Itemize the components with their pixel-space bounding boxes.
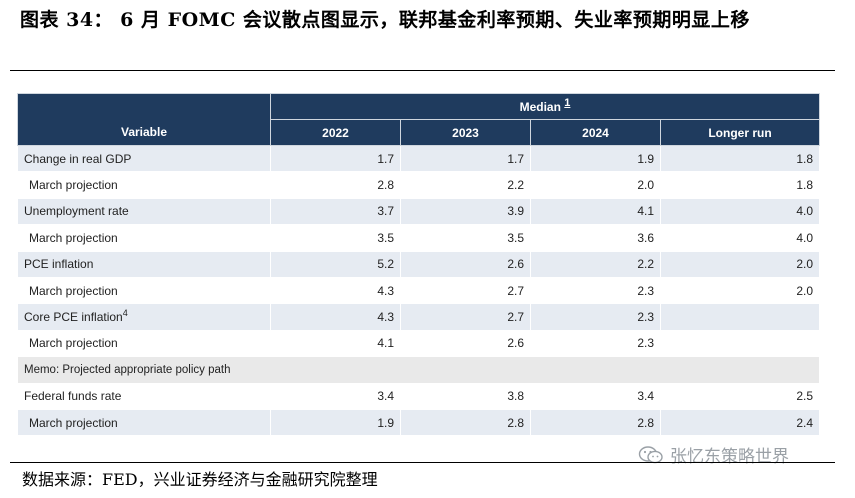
top-divider bbox=[10, 70, 835, 71]
cell-value: 2.0 bbox=[530, 171, 661, 199]
cell-value: 2.7 bbox=[400, 276, 531, 305]
cell-value: 2.0 bbox=[660, 250, 820, 278]
row-label-cell: Core PCE inflation4 bbox=[17, 303, 271, 331]
watermark: 张忆东策略世界 bbox=[638, 442, 789, 467]
table-row: Unemployment rate 3.7 3.9 4.1 4.0 bbox=[17, 197, 820, 226]
cell-value: 4.3 bbox=[270, 303, 401, 331]
bottom-divider bbox=[10, 462, 835, 463]
source-note: 数据来源：FED，兴业证券经济与金融研究院整理 bbox=[22, 470, 378, 489]
row-label: PCE inflation bbox=[17, 250, 271, 278]
cell-value: 2.3 bbox=[530, 303, 661, 331]
cell-value: 2.5 bbox=[660, 382, 820, 410]
cell-value: 2.8 bbox=[400, 408, 531, 437]
cell-value bbox=[660, 329, 820, 358]
cell-value: 2.3 bbox=[530, 276, 661, 305]
cell-value: 4.0 bbox=[660, 197, 820, 226]
table-row: March projection 3.5 3.5 3.6 4.0 bbox=[17, 224, 820, 252]
column-header-2024: 2024 bbox=[530, 119, 661, 146]
cell-value: 2.6 bbox=[400, 329, 531, 358]
median-footnote-link[interactable]: 1 bbox=[564, 96, 571, 109]
cell-value: 1.7 bbox=[270, 144, 401, 173]
cell-value: 1.9 bbox=[270, 408, 401, 437]
header-row-years: 2022 2023 2024 Longer run bbox=[18, 119, 820, 146]
cell-value: 2.7 bbox=[400, 303, 531, 331]
memo-label: Memo: Projected appropriate policy path bbox=[17, 356, 820, 384]
footnote-link[interactable]: 4 bbox=[122, 308, 128, 319]
cell-value: 3.5 bbox=[400, 224, 531, 252]
row-label: Unemployment rate bbox=[17, 197, 271, 226]
cell-value: 5.2 bbox=[270, 250, 401, 278]
table-row: Core PCE inflation4 4.3 2.7 2.3 bbox=[17, 303, 820, 331]
projections-table: Variable Median 1 2022 2023 2024 Longer … bbox=[17, 93, 820, 437]
cell-value: 2.3 bbox=[530, 329, 661, 358]
table-row: PCE inflation 5.2 2.6 2.2 2.0 bbox=[17, 250, 820, 278]
row-label: March projection bbox=[17, 171, 271, 199]
cell-value: 2.6 bbox=[400, 250, 531, 278]
cell-value: 3.9 bbox=[400, 197, 531, 226]
cell-value: 3.7 bbox=[270, 197, 401, 226]
table-row: Federal funds rate 3.4 3.8 3.4 2.5 bbox=[17, 382, 820, 410]
cell-value: 1.8 bbox=[660, 144, 820, 173]
cell-value: 3.4 bbox=[270, 382, 401, 410]
median-header: Median 1 bbox=[270, 93, 820, 120]
cell-value: 3.8 bbox=[400, 382, 531, 410]
table-row: March projection 1.9 2.8 2.8 2.4 bbox=[17, 408, 820, 437]
cell-value: 2.2 bbox=[530, 250, 661, 278]
variable-header-label: Variable bbox=[120, 125, 168, 139]
cell-value: 1.9 bbox=[530, 144, 661, 173]
cell-value: 4.1 bbox=[270, 329, 401, 358]
table-row: Change in real GDP 1.7 1.7 1.9 1.8 bbox=[17, 144, 820, 173]
row-label: Core PCE inflation bbox=[24, 310, 123, 325]
cell-value bbox=[660, 303, 820, 331]
row-label: March projection bbox=[17, 329, 271, 358]
row-label: March projection bbox=[17, 224, 271, 252]
memo-row: Memo: Projected appropriate policy path bbox=[17, 356, 820, 384]
column-header-2023: 2023 bbox=[400, 119, 531, 146]
cell-value: 2.8 bbox=[530, 408, 661, 437]
cell-value: 1.7 bbox=[400, 144, 531, 173]
column-header-2022: 2022 bbox=[270, 119, 401, 146]
table-row: March projection 4.3 2.7 2.3 2.0 bbox=[17, 276, 820, 305]
row-label: Federal funds rate bbox=[17, 382, 271, 410]
cell-value: 2.2 bbox=[400, 171, 531, 199]
cell-value: 4.3 bbox=[270, 276, 401, 305]
cell-value: 1.8 bbox=[660, 171, 820, 199]
table-row: March projection 4.1 2.6 2.3 bbox=[17, 329, 820, 358]
row-label: Change in real GDP bbox=[17, 144, 271, 173]
cell-value: 3.4 bbox=[530, 382, 661, 410]
header-row-median: Variable Median 1 bbox=[17, 93, 820, 146]
variable-header: Variable bbox=[17, 93, 271, 146]
cell-value: 2.8 bbox=[270, 171, 401, 199]
cell-value: 2.4 bbox=[660, 408, 820, 437]
figure-title: 图表 34： 6 月 FOMC 会议散点图显示，联邦基金利率预期、失业率预期明显… bbox=[20, 9, 750, 31]
column-header-longer-run: Longer run bbox=[660, 119, 820, 146]
median-header-label: Median bbox=[519, 99, 561, 114]
watermark-text: 张忆东策略世界 bbox=[670, 447, 789, 467]
wechat-icon bbox=[638, 445, 663, 463]
cell-value: 3.5 bbox=[270, 224, 401, 252]
cell-value: 3.6 bbox=[530, 224, 661, 252]
cell-value: 4.1 bbox=[530, 197, 661, 226]
row-label: March projection bbox=[17, 408, 271, 437]
cell-value: 2.0 bbox=[660, 276, 820, 305]
cell-value: 4.0 bbox=[660, 224, 820, 252]
table-row: March projection 2.8 2.2 2.0 1.8 bbox=[17, 171, 820, 199]
row-label: March projection bbox=[17, 276, 271, 305]
